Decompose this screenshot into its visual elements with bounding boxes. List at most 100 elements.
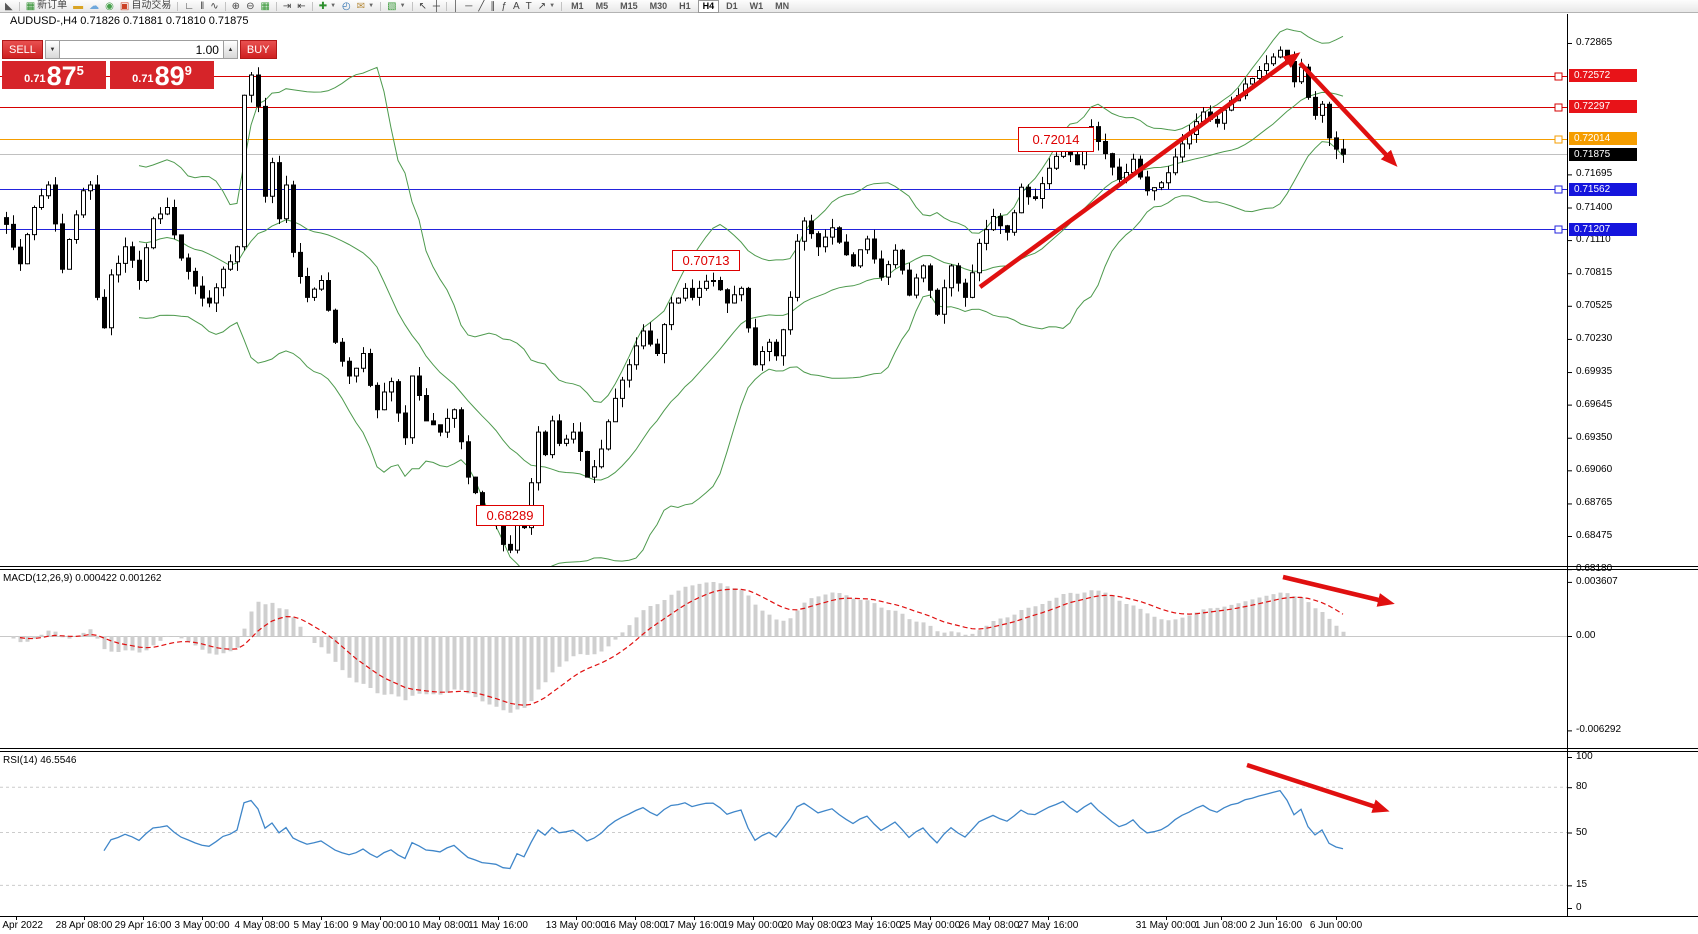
chart-title: AUDUSD-,H4 0.71826 0.71881 0.71810 0.718… — [10, 15, 249, 27]
sell-button[interactable]: SELL — [2, 40, 43, 59]
mql5-community-icon-icon: ☁ — [89, 0, 100, 12]
time-axis-label: 5 May 16:00 — [293, 920, 349, 931]
news-signal-icon[interactable]: ◉ — [102, 0, 117, 12]
price-badge: 0.72572 — [1569, 69, 1637, 83]
buy-price-sup: 9 — [184, 63, 192, 78]
time-axis-label: 3 May 00:00 — [174, 920, 230, 931]
new-order-button[interactable]: ▦ 新订单 — [23, 0, 70, 12]
label-icon: T — [525, 0, 532, 12]
price-tick-label: 0.69350 — [1576, 431, 1613, 443]
volume-input[interactable] — [59, 40, 223, 59]
tile-windows-icon[interactable]: ▦ — [257, 0, 272, 12]
chevron-down-icon: ▼ — [399, 3, 406, 9]
bar-chart-mode-icon[interactable]: ∟ — [181, 0, 197, 12]
candlestick-mode-icon[interactable]: ‖ — [197, 0, 207, 12]
text-tool[interactable]: A — [510, 0, 523, 12]
line-handle — [1554, 72, 1563, 81]
price-annotation[interactable]: 0.72014 — [1018, 127, 1094, 152]
channel-tool[interactable]: ∥ — [487, 0, 498, 12]
autotrading-icon: ▣ — [119, 0, 130, 12]
price-badge: 0.71207 — [1569, 222, 1637, 236]
market-watch-icon[interactable]: ▬ — [70, 0, 86, 12]
vertical-line-tool[interactable]: │ — [450, 0, 462, 12]
fibonacci-icon: ƒ — [501, 0, 507, 12]
timeframe-button-m5[interactable]: M5 — [595, 0, 609, 11]
price-badge: 0.71562 — [1569, 182, 1637, 196]
price-annotation[interactable]: 0.70713 — [672, 250, 740, 271]
label-tool[interactable]: T — [523, 0, 535, 12]
price-tick-label: 0.68765 — [1576, 497, 1613, 509]
price-tick-label: 0.71400 — [1576, 201, 1613, 213]
toolbar-separator — [275, 1, 277, 11]
toolbar-separator — [561, 1, 563, 11]
buy-button[interactable]: BUY — [239, 40, 277, 59]
sell-price-sup: 5 — [76, 63, 84, 78]
time-axis-label: 10 May 08:00 — [408, 920, 470, 931]
timeframe-button-m1[interactable]: M1 — [571, 0, 584, 11]
toolbar-separator — [18, 1, 20, 11]
volume-increase-button[interactable]: ▲ — [222, 40, 238, 59]
chart-shift-icon[interactable]: ⇥ — [280, 0, 294, 12]
cursor-tool[interactable]: ↖ — [416, 0, 430, 12]
autotrading-button[interactable]: ▣ 自动交易 — [117, 0, 174, 12]
macd-indicator-label: MACD(12,26,9) 0.000422 0.001262 — [3, 573, 162, 584]
crosshair-icon: ┼ — [432, 0, 440, 12]
toolbar-separator — [380, 1, 382, 11]
price-tick-label: 0.72865 — [1576, 36, 1613, 48]
timeframe-button-h1[interactable]: H1 — [679, 0, 691, 11]
rsi-line — [103, 789, 1344, 870]
time-axis-label: 2 Jun 16:00 — [1249, 920, 1303, 931]
fibonacci-tool[interactable]: ƒ — [498, 0, 510, 12]
crosshair-tool[interactable]: ┼ — [430, 0, 443, 12]
zoom-in-icon[interactable]: ⊕ — [229, 0, 243, 12]
add-indicator-button[interactable]: ✚ ▼ — [316, 0, 339, 12]
zoom-out-icon[interactable]: ⊖ — [243, 0, 257, 12]
trendline-tool[interactable]: ╱ — [475, 0, 487, 12]
horizontal-line-tool[interactable]: ─ — [462, 0, 475, 12]
period-clock-icon[interactable]: ◴ — [339, 0, 354, 12]
price-tick-label: 0.68475 — [1576, 530, 1613, 541]
macd-signal-line — [19, 588, 1344, 706]
macd-pane — [0, 582, 1567, 713]
time-axis-label: 23 May 16:00 — [840, 920, 902, 931]
tile-windows-icon-icon: ▦ — [260, 0, 270, 12]
price-annotation[interactable]: 0.68289 — [476, 505, 544, 526]
timeframe-button-d1[interactable]: D1 — [726, 0, 738, 11]
time-axis-label: 16 May 08:00 — [604, 920, 666, 931]
rsi-pane — [0, 786, 1567, 886]
toolbar-separator — [311, 1, 313, 11]
timeframe-button-m15[interactable]: M15 — [620, 0, 638, 11]
macd-value-signal: 0.001262 — [119, 573, 162, 584]
mail-icon[interactable]: ✉ ▼ — [354, 0, 377, 12]
timeframe-button-m30[interactable]: M30 — [649, 0, 668, 11]
arrows-tool[interactable]: ↗ ▼ — [535, 0, 558, 12]
time-axis-label: 28 Apr 08:00 — [55, 920, 113, 931]
mql5-community-icon[interactable]: ☁ — [86, 0, 102, 12]
zoom-out-icon-icon: ⊖ — [246, 0, 255, 12]
volume-decrease-button[interactable]: ▼ — [44, 40, 60, 59]
timeframe-button-h4[interactable]: H4 — [697, 0, 720, 13]
time-axis-label: 13 May 00:00 — [545, 920, 607, 931]
sell-price-display[interactable]: 0.71 87 5 — [2, 61, 106, 90]
timeframe-button-w1[interactable]: W1 — [749, 0, 764, 11]
rsi-tick-label: 0 — [1576, 902, 1582, 913]
timeframe-button-mn[interactable]: MN — [775, 0, 790, 11]
line-chart-mode-icon-icon: ∿ — [210, 0, 219, 12]
buy-price-big: 89 — [154, 61, 185, 91]
line-chart-mode-icon[interactable]: ∿ — [207, 0, 221, 12]
mail-icon-icon: ✉ — [356, 0, 366, 12]
chevron-down-icon: ▼ — [330, 3, 337, 9]
auto-scroll-icon[interactable]: ⇤ — [294, 0, 308, 12]
price-tick-label: 0.70815 — [1576, 267, 1613, 279]
price-tick-label: 0.70230 — [1576, 332, 1613, 344]
bull-candles — [25, 49, 1325, 551]
time-axis-label: 25 May 00:00 — [899, 920, 961, 931]
time-axis-label: 6 Jun 00:00 — [1309, 920, 1363, 931]
sell-price-prefix: 0.71 — [24, 73, 46, 85]
window-edge-icon: ◣ — [2, 0, 16, 12]
template-icon[interactable]: ▧ ▼ — [384, 0, 408, 12]
time-axis-label: 9 May 00:00 — [352, 920, 408, 931]
buy-price-display[interactable]: 0.71 89 9 — [110, 61, 214, 91]
